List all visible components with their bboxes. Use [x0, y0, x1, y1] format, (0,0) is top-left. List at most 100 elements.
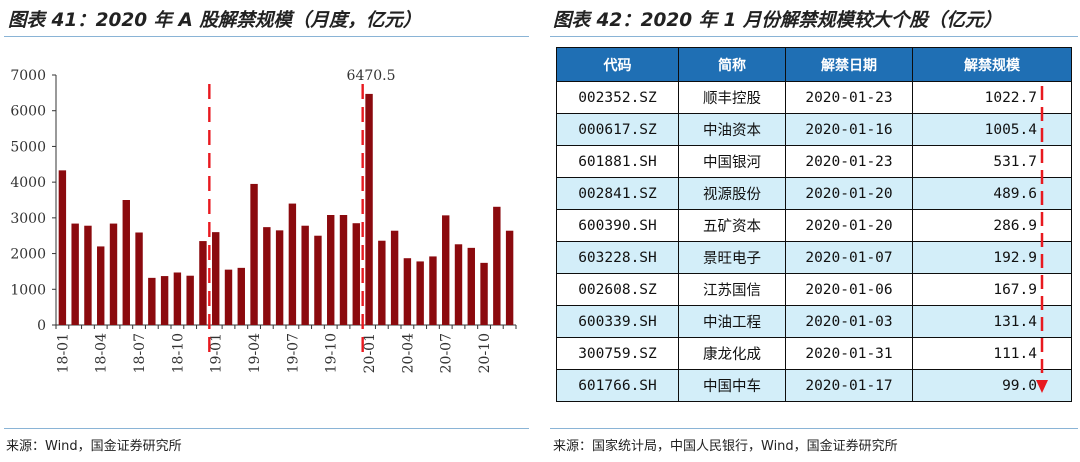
- table-row: 002841.SZ 视源股份 2020-01-20 489.6: [556, 177, 1072, 210]
- cell-value: 167.9: [912, 273, 1072, 306]
- cell-code: 002841.SZ: [556, 177, 679, 210]
- table-row: 600390.SH 五矿资本 2020-01-20 286.9: [556, 209, 1072, 242]
- x-tick-label: 19-07: [285, 333, 301, 373]
- table-row: 601881.SH 中国银河 2020-01-23 531.7: [556, 145, 1072, 178]
- y-tick-label: 0: [37, 318, 46, 334]
- cell-code: 000617.SZ: [556, 113, 679, 146]
- bar: [288, 203, 297, 325]
- left-source-note: 来源：Wind，国金证券研究所: [6, 439, 182, 454]
- bar: [493, 206, 501, 325]
- bar: [339, 215, 348, 325]
- cell-code: 002608.SZ: [556, 273, 679, 306]
- cell-value: 1005.4: [912, 113, 1072, 146]
- x-tick-label: 19-10: [324, 333, 340, 373]
- left-title-rule: [4, 36, 529, 37]
- cell-date: 2020-01-20: [785, 209, 913, 242]
- cell-name: 中油资本: [678, 113, 786, 146]
- bar: [467, 247, 475, 325]
- cell-code: 601766.SH: [556, 369, 679, 402]
- header-value: 解禁规模: [912, 47, 1072, 82]
- x-tick-label: 20-10: [477, 333, 493, 373]
- descending-arrow: [1036, 86, 1048, 393]
- x-tick-label: 20-07: [439, 333, 455, 373]
- cell-name: 康龙化成: [678, 337, 786, 370]
- cell-name: 中国中车: [678, 369, 786, 402]
- x-tick-label: 19-01: [209, 333, 225, 373]
- table-header-row: 代码 简称 解禁日期 解禁规模: [556, 47, 1072, 82]
- bar: [186, 275, 194, 325]
- cell-name: 中油工程: [678, 305, 786, 338]
- table-row: 000617.SZ 中油资本 2020-01-16 1005.4: [556, 113, 1072, 146]
- bar: [301, 225, 309, 325]
- cell-name: 江苏国信: [678, 273, 786, 306]
- bar: [135, 232, 143, 325]
- y-tick-label: 1000: [10, 282, 46, 298]
- right-source-rule: [550, 428, 1078, 429]
- y-tick-label: 4000: [10, 175, 46, 191]
- cell-name: 五矿资本: [678, 209, 786, 242]
- bar: [84, 225, 92, 325]
- bar: [416, 261, 424, 325]
- bar: [480, 262, 488, 325]
- bar: [173, 272, 182, 325]
- cell-date: 2020-01-23: [785, 81, 913, 114]
- bar: [365, 93, 373, 326]
- cell-code: 300759.SZ: [556, 337, 679, 370]
- unlock-bar-chart: 0 1000 2000 3000 4000 5000 6000 7000 18-01 18-04 1…: [10, 68, 517, 373]
- x-tick-label: 18-07: [132, 333, 148, 373]
- y-tick-label: 7000: [10, 68, 46, 84]
- bar: [378, 240, 386, 325]
- table-row: 603228.SH 景旺电子 2020-01-07 192.9: [556, 241, 1072, 274]
- bar: [71, 223, 79, 325]
- bar: [250, 183, 258, 325]
- bar: [390, 230, 399, 325]
- cell-code: 603228.SH: [556, 241, 679, 274]
- bar: [58, 170, 67, 325]
- top-unlocks-table: 代码 简称 解禁日期 解禁规模 002352.SZ 顺丰控股 2020-01-23 1…: [556, 47, 1072, 402]
- table-row: 002608.SZ 江苏国信 2020-01-06 167.9: [556, 273, 1072, 306]
- right-figure-title: 图表 42：2020 年 1 月份解禁规模较大个股（亿元）: [553, 10, 1002, 31]
- cell-name: 顺丰控股: [678, 81, 786, 114]
- cell-date: 2020-01-31: [785, 337, 913, 370]
- cell-name: 中国银河: [678, 145, 786, 178]
- bar: [212, 232, 220, 325]
- cell-code: 601881.SH: [556, 145, 679, 178]
- table-row: 601766.SH 中国中车 2020-01-17 99.0: [556, 369, 1072, 402]
- bar: [275, 230, 284, 325]
- cell-date: 2020-01-16: [785, 113, 913, 146]
- cell-value: 489.6: [912, 177, 1072, 210]
- cell-date: 2020-01-20: [785, 177, 913, 210]
- bar: [224, 269, 233, 325]
- bar: [442, 215, 450, 325]
- bar: [148, 277, 156, 325]
- cell-date: 2020-01-06: [785, 273, 913, 306]
- header-code: 代码: [556, 47, 679, 82]
- table-row: 600339.SH 中油工程 2020-01-03 131.4: [556, 305, 1072, 338]
- cell-date: 2020-01-07: [785, 241, 913, 274]
- y-tick-label: 2000: [10, 247, 46, 263]
- y-tick-label: 5000: [10, 139, 46, 155]
- bar: [352, 223, 360, 325]
- bar: [237, 267, 245, 325]
- cell-value: 1022.7: [912, 81, 1072, 114]
- arrow-head: [1036, 380, 1048, 393]
- table-row: 002352.SZ 顺丰控股 2020-01-23 1022.7: [556, 81, 1072, 114]
- x-tick-label: 20-04: [400, 333, 416, 373]
- bar: [429, 256, 437, 325]
- bar: [263, 227, 271, 325]
- cell-value: 111.4: [912, 337, 1072, 370]
- peak-annotation: 6470.5: [347, 68, 396, 84]
- cell-code: 600390.SH: [556, 209, 679, 242]
- left-source-rule: [4, 428, 529, 429]
- cell-date: 2020-01-03: [785, 305, 913, 338]
- cell-date: 2020-01-17: [785, 369, 913, 402]
- table-row: 300759.SZ 康龙化成 2020-01-31 111.4: [556, 337, 1072, 370]
- bar: [97, 246, 105, 325]
- x-tick-label: 19-04: [247, 333, 263, 373]
- x-tick-label: 18-10: [170, 333, 186, 373]
- cell-value: 286.9: [912, 209, 1072, 242]
- bar: [109, 223, 118, 325]
- right-title-rule: [550, 36, 1078, 37]
- cell-value: 531.7: [912, 145, 1072, 178]
- bar: [199, 241, 207, 325]
